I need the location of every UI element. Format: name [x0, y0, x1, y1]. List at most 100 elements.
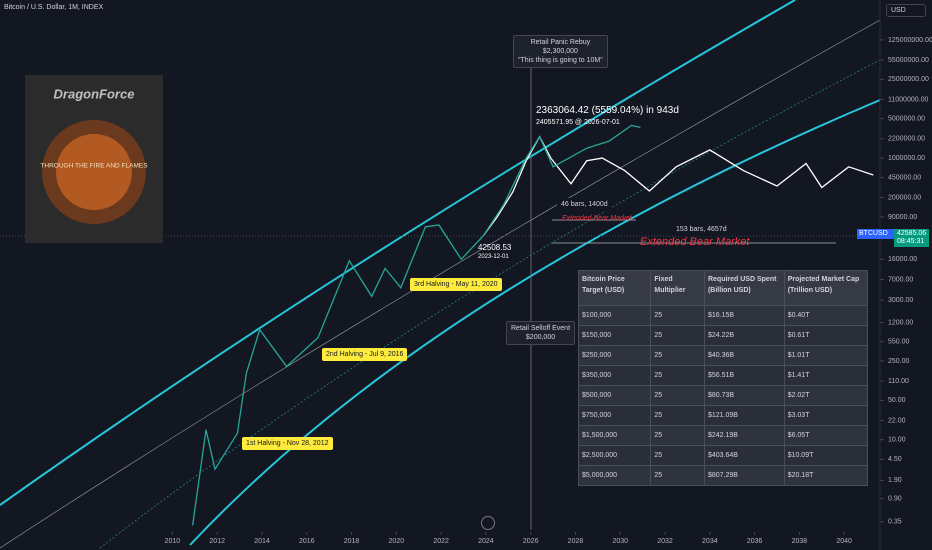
x-tick-label: 2028	[568, 538, 584, 545]
x-tick-label: 2034	[702, 538, 718, 545]
x-tick-label: 2024	[478, 538, 494, 545]
symbol: Bitcoin / U.S. Dollar, 1M, INDEX	[4, 4, 104, 11]
y-tick-label: 1.90	[888, 477, 902, 484]
table-cell: 25	[650, 345, 705, 366]
table-cell: $80.73B	[703, 385, 785, 406]
album-title: THROUGH THE FIRE AND FLAMES	[40, 163, 148, 170]
x-tick-label: 2038	[792, 538, 808, 545]
halving-label: 2nd Halving - Jul 9, 2016	[322, 348, 408, 361]
bars-label: 153 bars, 4657d	[672, 223, 731, 236]
y-tick-label: 3000.00	[888, 297, 913, 304]
column-header: Fixed Multiplier	[650, 270, 705, 306]
table-cell: $250,000	[577, 345, 652, 366]
table-row: $350,000 25 $56.51B $1.41T	[577, 365, 869, 386]
badge-countdown: 08:45:31	[897, 238, 925, 245]
table-cell: $1.01T	[783, 345, 869, 366]
y-tick-label: 50.00	[888, 397, 906, 404]
x-tick-label: 2032	[657, 538, 673, 545]
y-tick-label: 2200000.00	[888, 136, 925, 143]
selloff-note: Retail Selloff Event $200,000	[506, 321, 576, 345]
bear-label: Extended Bear Market	[640, 236, 750, 248]
table-row: $2,500,000 25 $403.64B $10.09T	[577, 445, 869, 466]
y-tick-label: 4.50	[888, 456, 902, 463]
y-tick-label: 450000.00	[888, 174, 921, 181]
table-cell: 25	[650, 405, 705, 426]
x-tick-label: 2016	[299, 538, 315, 545]
currency-button[interactable]: USD	[886, 4, 926, 17]
x-tick-label: 2026	[523, 538, 539, 545]
table-cell: $807.29B	[703, 465, 785, 486]
badge-price: 42585.06	[897, 230, 927, 237]
y-tick-label: 55000000.00	[888, 57, 929, 64]
table-cell: $2.02T	[783, 385, 869, 406]
table-cell: $40.36B	[703, 345, 785, 366]
table-row: $500,000 25 $80.73B $2.02T	[577, 385, 869, 406]
album-band: DragonForce	[54, 86, 135, 101]
y-tick-label: 550.00	[888, 339, 910, 346]
note-line: Retail Selloff Event	[511, 325, 571, 332]
y-tick-label: 1200.00	[888, 319, 913, 326]
table-cell: 25	[650, 465, 705, 486]
y-tick-label: 200000.00	[888, 194, 921, 201]
column-header: Required USD Spent (Billion USD)	[703, 270, 785, 306]
bear-label: Extended Bear Market	[562, 215, 632, 222]
panic-note: Retail Panic Rebuy $2,300,000 "This thin…	[513, 35, 608, 68]
y-tick-label: 16000.00	[888, 256, 917, 263]
price-table: Bitcoin Price Target (USD) Fixed Multipli…	[577, 270, 869, 486]
x-tick-label: 2018	[344, 538, 360, 545]
note-line: $200,000	[525, 334, 556, 341]
y-tick-label: 10.00	[888, 437, 906, 444]
table-cell: $24.22B	[703, 325, 785, 346]
table-cell: $1.41T	[783, 365, 869, 386]
replay-icon[interactable]	[481, 516, 495, 530]
table-row: $100,000 25 $16.15B $0.40T	[577, 305, 869, 326]
low-label: 42508.53	[478, 243, 512, 252]
gain-label: 2363064.42 (5559.04%) in 943d	[536, 105, 679, 116]
table-cell: 25	[650, 385, 705, 406]
target-label: 2405571.95 @ 2026-07-01	[536, 119, 620, 126]
x-tick-label: 2022	[433, 538, 449, 545]
table-cell: $2,500,000	[577, 445, 652, 466]
y-tick-label: 110.00	[888, 378, 909, 385]
table-cell: $150,000	[577, 325, 652, 346]
y-tick-label: 22.00	[888, 417, 906, 424]
table-cell: $100,000	[577, 305, 652, 326]
x-tick-label: 2010	[165, 538, 181, 545]
table-cell: $3.03T	[783, 405, 869, 426]
y-tick-label: 5000000.00	[888, 116, 925, 123]
table-cell: $403.64B	[703, 445, 785, 466]
table-row: $250,000 25 $40.36B $1.01T	[577, 345, 869, 366]
table-cell: 25	[650, 305, 705, 326]
table-cell: $10.09T	[783, 445, 869, 466]
note-line: "This thing is going to 10M"	[518, 57, 603, 64]
price-line	[191, 224, 485, 526]
bear-arrows	[552, 219, 836, 244]
album-art: DragonForce THROUGH THE FIRE AND FLAMES	[25, 75, 163, 243]
table-cell: $1,500,000	[577, 425, 652, 446]
y-tick-label: 0.35	[888, 519, 902, 526]
x-tick-label: 2014	[254, 538, 270, 545]
table-cell: $750,000	[577, 405, 652, 426]
table-cell: 25	[650, 445, 705, 466]
y-tick-label: 11000000.00	[888, 96, 928, 103]
table-cell: $16.15B	[703, 305, 785, 326]
halving-label: 1st Halving - Nov 28, 2012	[242, 437, 333, 450]
price-value: 42585.06 08:45:31	[894, 229, 930, 247]
table-row: $750,000 25 $121.09B $3.03T	[577, 405, 869, 426]
note-line: Retail Panic Rebuy	[530, 39, 591, 46]
table-row: $5,000,000 25 $807.29B $20.18T	[577, 465, 869, 486]
table-row: $150,000 25 $24.22B $0.61T	[577, 325, 869, 346]
y-tick-label: 250.00	[888, 358, 910, 365]
y-tick-label: 1000000.00	[888, 155, 925, 162]
x-tick-label: 2020	[389, 538, 405, 545]
price-line	[483, 124, 641, 236]
halving-label: 3rd Halving - May 11, 2020	[410, 278, 502, 291]
table-cell: $0.40T	[783, 305, 869, 326]
y-tick-label: 90000.00	[888, 214, 917, 221]
x-tick-label: 2040	[836, 538, 852, 545]
price-line	[483, 135, 874, 236]
table-cell: $500,000	[577, 385, 652, 406]
table-cell: $5,000,000	[577, 465, 652, 486]
